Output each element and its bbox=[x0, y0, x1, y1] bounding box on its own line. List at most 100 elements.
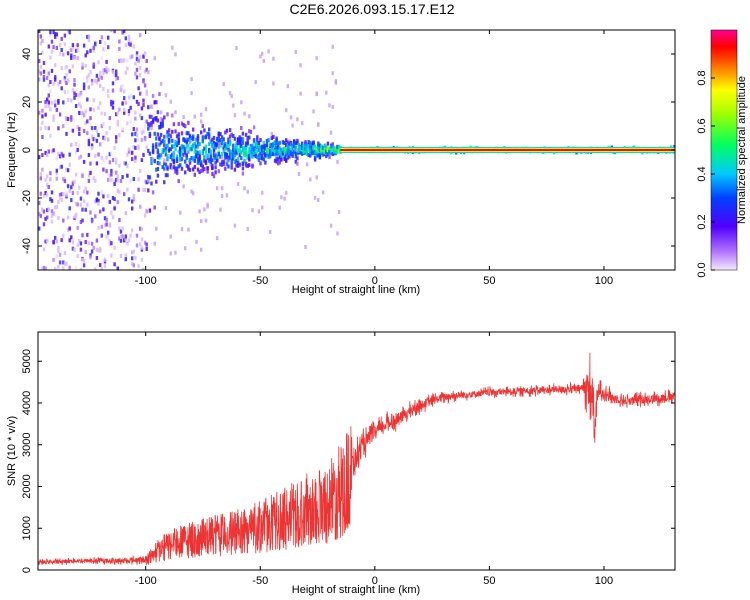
spectrogram-cell bbox=[134, 255, 137, 260]
spectrogram-cell bbox=[89, 123, 92, 128]
spectrogram-cell bbox=[240, 150, 243, 155]
spectrogram-cell bbox=[211, 137, 214, 142]
spectrogram-cell bbox=[54, 32, 57, 37]
spectrogram-cell bbox=[148, 114, 152, 119]
spectrogram-cell bbox=[68, 152, 71, 157]
spectrogram-cell bbox=[134, 61, 137, 66]
spectrogram-cell bbox=[304, 245, 307, 249]
spectrogram-cell bbox=[121, 30, 124, 35]
spectrogram-cell bbox=[111, 158, 115, 162]
spectrogram-cell bbox=[140, 130, 144, 135]
spectrogram-cell bbox=[180, 157, 184, 162]
spectrogram-cell bbox=[251, 143, 254, 148]
spectrogram-cell bbox=[336, 159, 339, 164]
spectrogram-cell bbox=[164, 152, 168, 157]
spectrogram-cell bbox=[47, 126, 50, 131]
spectrogram-cell bbox=[87, 38, 91, 43]
spectrogram-cell bbox=[39, 41, 42, 46]
spectrogram-cell bbox=[190, 91, 193, 96]
spectrogram-cell bbox=[129, 42, 132, 47]
spectrogram-cell bbox=[84, 186, 87, 191]
spectrogram-cell bbox=[309, 145, 312, 150]
spectrogram-cell bbox=[111, 81, 115, 86]
spectrogram-cell bbox=[248, 154, 251, 158]
spectrogram-x-tick-label: 0 bbox=[372, 275, 378, 287]
spectrogram-cell bbox=[66, 78, 70, 83]
spectrogram-cell bbox=[76, 225, 79, 230]
spectrogram-cell bbox=[148, 208, 152, 213]
spectrogram-cell bbox=[331, 142, 334, 147]
spectrogram-cell bbox=[262, 145, 265, 150]
spectrogram-cell bbox=[99, 71, 102, 76]
spectrogram-cell bbox=[81, 218, 84, 223]
spectrogram-cell bbox=[318, 143, 322, 148]
spectrogram-cell bbox=[161, 123, 164, 128]
spectrogram-cell bbox=[161, 165, 164, 170]
spectrogram-cell bbox=[297, 147, 301, 152]
spectrogram-cell bbox=[60, 164, 63, 169]
spectrogram-cell bbox=[228, 149, 232, 154]
spectrogram-cell bbox=[105, 217, 108, 222]
spectrogram-cell bbox=[52, 45, 55, 50]
spectrogram-cell bbox=[121, 175, 124, 180]
spectrogram-cell bbox=[46, 174, 49, 179]
spectrogram-cell bbox=[166, 112, 169, 117]
spectrogram-cell bbox=[331, 44, 334, 49]
spectrogram-cell bbox=[204, 151, 208, 155]
spectrogram-cell bbox=[78, 111, 81, 115]
spectrogram-cell bbox=[95, 238, 99, 243]
spectrogram-cell bbox=[296, 151, 299, 156]
spectrogram-cell bbox=[249, 146, 253, 151]
spectrogram-x-tick-label: -100 bbox=[135, 275, 157, 287]
spectrogram-cell bbox=[166, 173, 169, 178]
spectrogram-cell bbox=[323, 143, 326, 148]
spectrogram-cell bbox=[270, 150, 273, 155]
spectrogram-cell bbox=[131, 261, 134, 266]
spectrogram-cell bbox=[275, 156, 278, 161]
spectrogram-cell bbox=[151, 119, 155, 124]
spectrogram-cell bbox=[240, 126, 243, 130]
spectrogram-cell bbox=[174, 250, 177, 255]
spectrogram-cell bbox=[174, 166, 177, 171]
spectrogram-cell bbox=[206, 169, 209, 174]
spectrogram-cell bbox=[280, 147, 283, 152]
spectrogram-cell bbox=[38, 69, 41, 74]
spectrogram-cell bbox=[58, 154, 62, 159]
spectrogram-cell bbox=[175, 157, 179, 162]
spectrogram-cell bbox=[65, 192, 68, 197]
spectrogram-cell bbox=[193, 164, 196, 169]
spectrogram-cell bbox=[326, 141, 330, 146]
spectrogram-cell bbox=[236, 141, 240, 145]
spectrogram-cell bbox=[325, 146, 328, 151]
spectrogram-cell bbox=[79, 267, 83, 270]
spectrogram-cell bbox=[63, 33, 67, 38]
spectrogram-cell bbox=[304, 142, 307, 147]
spectrogram-cell bbox=[153, 159, 156, 164]
spectrogram-cell bbox=[90, 78, 94, 83]
spectrogram-cell bbox=[329, 130, 333, 135]
spectrogram-cell bbox=[155, 100, 158, 105]
spectrogram-cell bbox=[238, 135, 241, 140]
spectrogram-cell bbox=[209, 153, 212, 158]
spectrogram-cell bbox=[103, 136, 107, 141]
spectrogram-cell bbox=[244, 132, 248, 137]
spectrogram-cell bbox=[99, 209, 102, 214]
spectrogram-cell bbox=[302, 143, 306, 148]
spectrogram-cell bbox=[84, 207, 87, 212]
spectrogram-cell bbox=[331, 152, 334, 157]
spectrogram-cell bbox=[119, 254, 123, 258]
spectrogram-cell bbox=[71, 43, 75, 48]
spectrogram-cell bbox=[228, 141, 232, 146]
spectrogram-cell bbox=[44, 150, 47, 155]
spectrogram-cell bbox=[334, 146, 338, 151]
spectrogram-cell bbox=[121, 126, 124, 131]
spectrogram-cell bbox=[115, 139, 118, 144]
spectrogram-cell bbox=[47, 100, 50, 105]
spectrogram-cell bbox=[60, 86, 63, 91]
spectrogram-cell bbox=[87, 178, 91, 183]
spectrogram-cell bbox=[182, 115, 185, 119]
spectrogram-cell bbox=[254, 147, 257, 152]
spectrogram-cell bbox=[244, 163, 248, 168]
spectrogram-cell bbox=[73, 95, 76, 100]
spectrogram-cell bbox=[174, 129, 177, 134]
